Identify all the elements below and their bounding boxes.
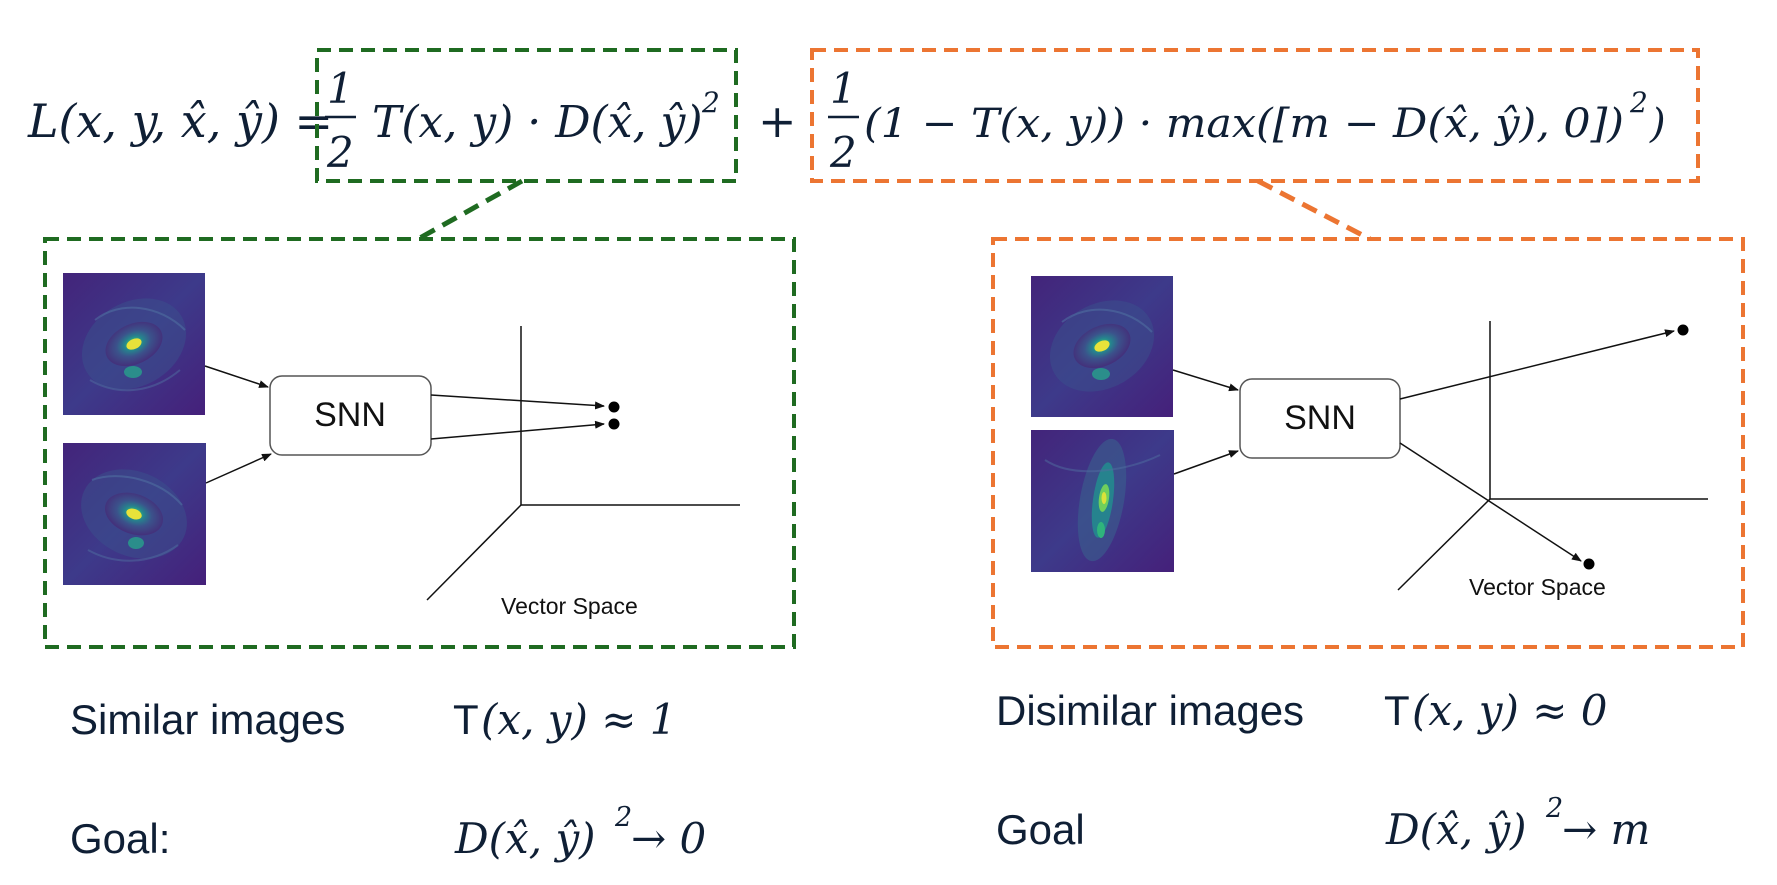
similar-term-box — [315, 48, 738, 183]
embedding-point-2 — [608, 418, 620, 430]
similar-connector — [416, 178, 524, 242]
term2-superscript: 2 — [1629, 86, 1648, 119]
galaxy-image-4 — [1031, 430, 1174, 572]
term1-fraction-denominator: 2 — [326, 128, 354, 177]
dissimilar-term-box — [810, 48, 1700, 183]
snn-label-right: SNN — [1284, 399, 1356, 437]
similar-term: 1 2 T(x, y) · D(x̂, ŷ) 2 — [325, 64, 720, 177]
similar-panel-border — [43, 237, 796, 649]
dissimilar-condition-prefix: T — [1384, 687, 1410, 734]
dissimilar-captions: Disimilar images T (x, y) ≈ 0 Goal D(x̂,… — [996, 686, 1650, 854]
dissimilar-goal-label: Goal — [996, 806, 1085, 853]
galaxy-image-1 — [63, 273, 205, 415]
loss-equation: L(x, y, x̂, ŷ) = 1 2 T(x, y) · D(x̂, ŷ) … — [27, 48, 1700, 183]
similar-goal-target: → 0 — [631, 814, 706, 863]
term2-body: (1 − T(x, y)) · max([m − D(x̂, ŷ), 0]) — [864, 101, 1624, 147]
snn-box — [269, 375, 432, 456]
term1-superscript: 2 — [701, 86, 720, 119]
vector-space-label: Vector Space — [501, 593, 638, 619]
dissimilar-caption: Disimilar images — [996, 687, 1304, 734]
similar-captions: Similar images T (x, y) ≈ 1 Goal: D(x̂, … — [70, 695, 706, 863]
equation-lhs: L(x, y, x̂, ŷ) = — [27, 94, 333, 148]
embedding-arrow-1 — [430, 394, 605, 410]
embedding-point-4 — [1583, 558, 1595, 570]
term1-body: T(x, y) · D(x̂, ŷ) — [372, 97, 703, 148]
similar-goal-expression: D(x̂, ŷ) — [454, 814, 596, 863]
z-axis-right — [1397, 498, 1491, 591]
embedding-point-1 — [608, 401, 620, 413]
arrow-image3-to-snn — [1172, 369, 1239, 392]
arrow-image2-to-snn — [205, 453, 272, 484]
similar-condition: (x, y) ≈ 1 — [481, 695, 677, 744]
similar-goal-superscript: 2 — [614, 802, 632, 833]
embedding-arrow-2 — [430, 420, 605, 440]
galaxy-image-2 — [63, 443, 206, 585]
dissimilar-connector — [1256, 178, 1372, 242]
dissimilar-goal-target: → m — [1562, 805, 1650, 854]
similar-caption: Similar images — [70, 696, 345, 743]
vector-space-label-right: Vector Space — [1469, 574, 1606, 600]
dissimilar-goal-superscript: 2 — [1545, 793, 1563, 824]
term1-fraction-numerator: 1 — [327, 64, 354, 113]
snn-box-right — [1239, 378, 1401, 459]
galaxy-image-3 — [1031, 276, 1173, 417]
term2-closing-paren: ) — [1649, 101, 1666, 147]
dissimilar-panel-border — [991, 237, 1745, 649]
similar-condition-prefix: T — [453, 696, 479, 743]
equation-plus: + — [758, 94, 797, 148]
dissimilar-condition: (x, y) ≈ 0 — [1412, 686, 1608, 735]
embedding-arrow-3 — [1399, 329, 1675, 400]
arrow-image1-to-snn — [204, 365, 269, 388]
similar-panel: SNN Vector Space — [43, 237, 796, 649]
snn-label: SNN — [314, 396, 386, 434]
embedding-point-3 — [1677, 324, 1689, 336]
embedding-arrow-4 — [1399, 442, 1582, 562]
similar-goal-label: Goal: — [70, 815, 170, 862]
arrow-image4-to-snn — [1173, 450, 1239, 475]
term2-fraction-numerator: 1 — [830, 64, 857, 113]
term2-fraction-denominator: 2 — [829, 128, 857, 177]
dissimilar-goal-expression: D(x̂, ŷ) — [1385, 805, 1527, 854]
z-axis — [426, 504, 522, 601]
dissimilar-term: 1 2 (1 − T(x, y)) · max([m − D(x̂, ŷ), 0… — [828, 64, 1666, 177]
dissimilar-panel: SNN Vector Space — [991, 237, 1745, 649]
